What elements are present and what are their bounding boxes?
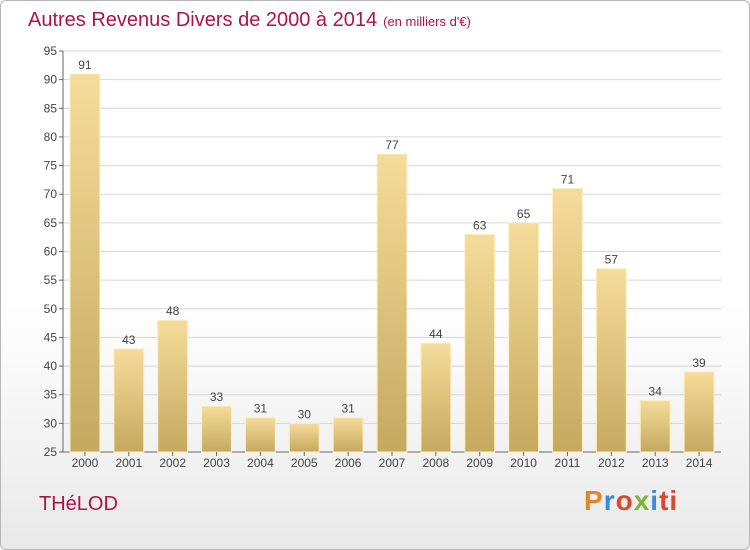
y-tick-label: 65 <box>44 216 58 230</box>
y-tick-label: 50 <box>44 302 58 316</box>
bar <box>552 187 583 453</box>
chart-title: Autres Revenus Divers de 2000 à 2014 (en … <box>28 9 471 32</box>
y-tick-label: 25 <box>44 445 58 459</box>
x-tick-label: 2009 <box>466 456 493 470</box>
logo-letter: o <box>615 485 634 516</box>
x-tick-label: 2008 <box>423 456 450 470</box>
y-tick-label: 35 <box>44 388 58 402</box>
bar-value-label: 57 <box>605 253 619 267</box>
bar <box>464 233 496 453</box>
bar <box>595 268 627 453</box>
y-tick-label: 60 <box>44 245 58 259</box>
y-tick-label: 95 <box>44 44 58 58</box>
bar-value-label: 63 <box>473 218 487 232</box>
y-tick-label: 85 <box>44 101 58 115</box>
logo-letter: P <box>584 485 604 516</box>
x-tick-label: 2011 <box>555 456 581 470</box>
bar <box>508 222 540 453</box>
bar-value-label: 31 <box>341 402 355 416</box>
x-tick-label: 2003 <box>203 456 230 470</box>
bar <box>639 399 671 453</box>
bar <box>332 417 364 453</box>
bar <box>288 422 320 453</box>
bar-value-label: 91 <box>78 58 92 72</box>
proxiti-logo: Proxiti <box>584 485 678 517</box>
chart-subtitle: (en milliers d'€) <box>383 14 471 29</box>
x-tick-label: 2013 <box>642 456 669 470</box>
bar-value-label: 48 <box>166 304 180 318</box>
x-tick-label: 2000 <box>72 456 99 470</box>
bar <box>376 153 408 453</box>
x-tick-label: 2004 <box>247 456 274 470</box>
y-tick-label: 80 <box>44 130 58 144</box>
x-tick-label: 2007 <box>379 456 406 470</box>
x-tick-label: 2010 <box>510 456 537 470</box>
x-tick-label: 2006 <box>335 456 362 470</box>
bar-value-label: 31 <box>254 402 268 416</box>
place-name: THéLOD <box>39 493 118 515</box>
bar-value-label: 34 <box>649 384 663 398</box>
bar <box>201 405 232 453</box>
chart-title-main: Autres Revenus Divers de 2000 à 2014 <box>28 9 378 31</box>
bar <box>113 348 145 453</box>
y-tick-label: 70 <box>44 187 58 201</box>
x-tick-label: 2012 <box>598 456 625 470</box>
bar <box>157 319 189 453</box>
bar <box>683 371 715 453</box>
x-tick-label: 2005 <box>291 456 318 470</box>
x-tick-label: 2014 <box>686 456 713 470</box>
bar-value-label: 44 <box>429 327 443 341</box>
x-tick-label: 2002 <box>159 456 186 470</box>
logo-letter: x <box>633 485 651 516</box>
bar-value-label: 71 <box>561 172 575 186</box>
logo-letter: ti <box>659 485 679 516</box>
y-tick-label: 90 <box>44 73 58 87</box>
bar-value-label: 43 <box>122 333 136 347</box>
bar-value-label: 30 <box>298 407 312 421</box>
bar-value-label: 77 <box>385 138 399 152</box>
y-tick-label: 30 <box>44 416 58 430</box>
y-tick-label: 45 <box>44 330 58 344</box>
y-tick-label: 40 <box>44 359 58 373</box>
logo-letter: i <box>650 485 660 516</box>
y-tick-label: 55 <box>44 273 58 287</box>
x-tick-label: 2001 <box>115 456 142 470</box>
bar-value-label: 65 <box>517 207 531 221</box>
bar <box>244 417 276 453</box>
bar <box>420 342 452 453</box>
logo-letter: r <box>603 485 616 516</box>
y-tick-label: 75 <box>44 159 58 173</box>
bar-value-label: 39 <box>692 356 706 370</box>
bar-value-label: 33 <box>210 390 224 404</box>
bar <box>69 73 101 453</box>
